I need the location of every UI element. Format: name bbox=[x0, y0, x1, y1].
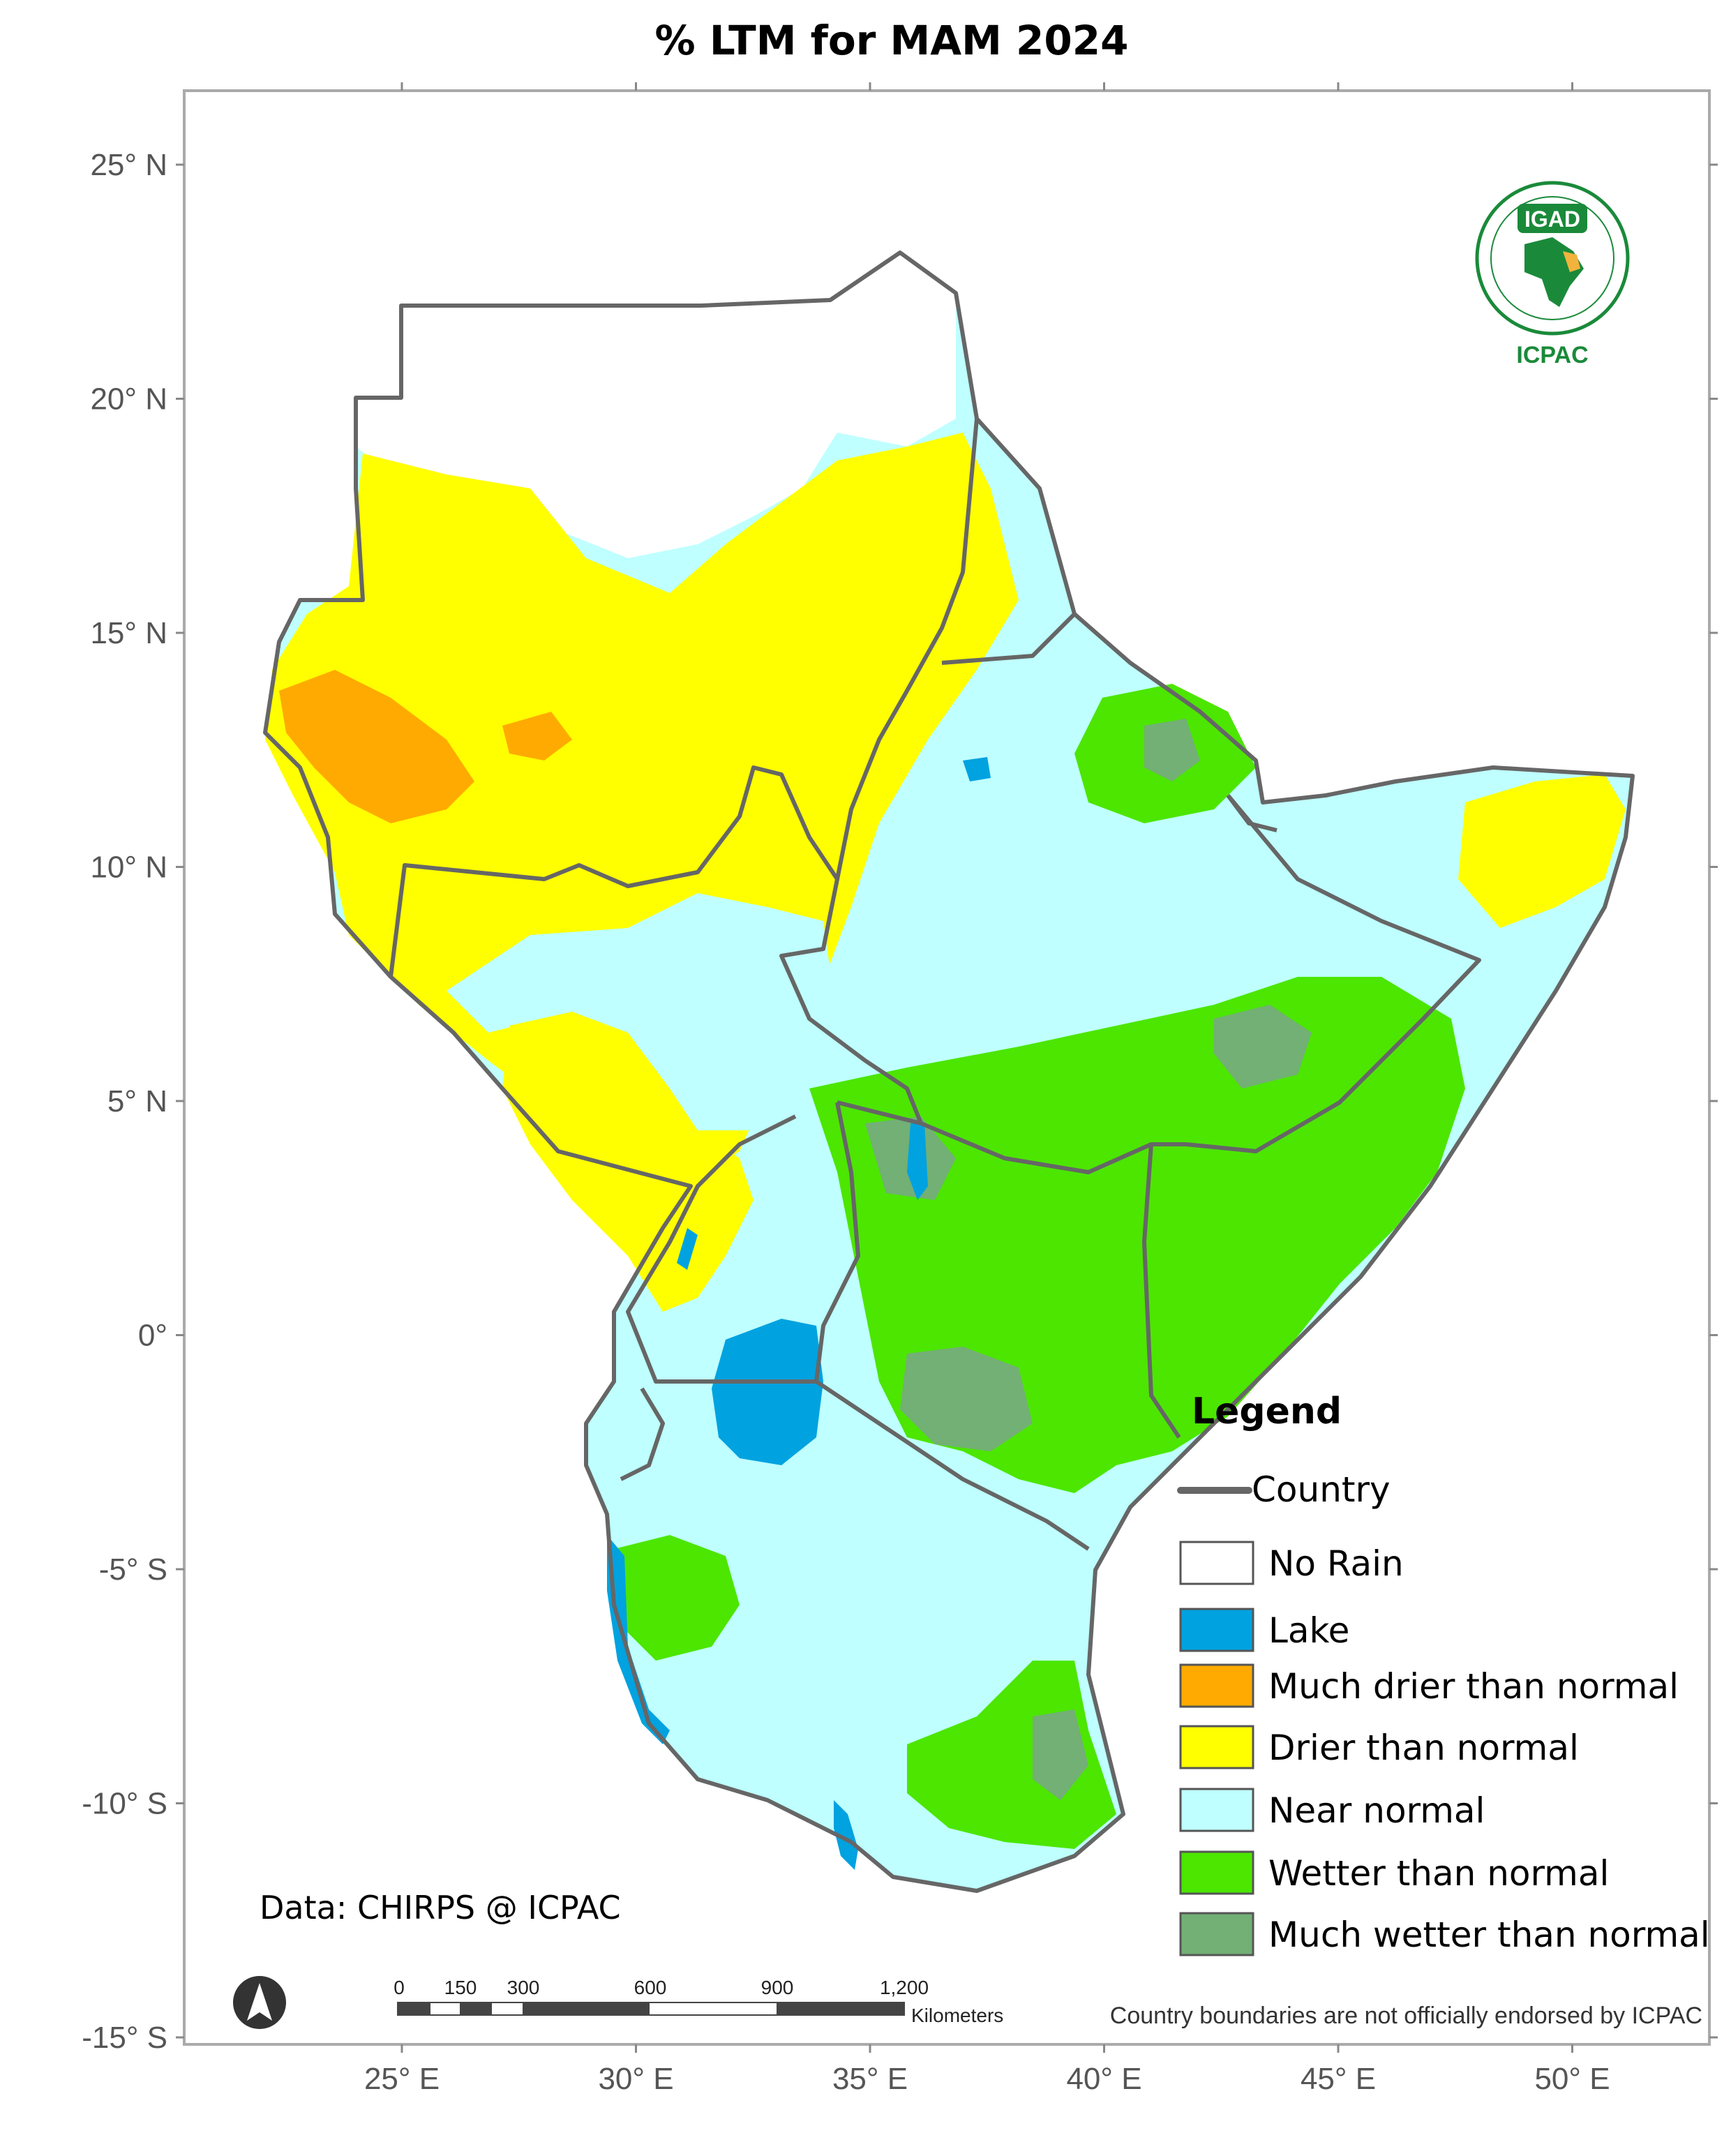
x-tick-label: 50° E bbox=[1534, 2062, 1610, 2096]
lake-malawi bbox=[834, 1800, 858, 1870]
y-tick-label: -15° S bbox=[82, 2021, 167, 2055]
legend-swatch bbox=[1179, 1725, 1254, 1769]
boundary-outer bbox=[263, 250, 1635, 1893]
region-near-normal-ssd bbox=[447, 893, 837, 1130]
legend-class-label: Much drier than normal bbox=[1268, 1666, 1679, 1707]
lake-victoria bbox=[712, 1319, 823, 1465]
scale-bar-segments bbox=[397, 2002, 905, 2016]
scale-tick-label: 600 bbox=[634, 1977, 667, 1998]
y-tick-label: -5° S bbox=[99, 1552, 167, 1587]
boundary-djibouti bbox=[1226, 794, 1277, 832]
boundary-kenya-north bbox=[837, 1100, 1186, 1174]
x-axis-ticks: 25° E 30° E 35° E 40° E 45° E 50° E bbox=[364, 82, 1610, 2096]
logo-igad-text: IGAD bbox=[1524, 207, 1580, 232]
y-tick-label: 20° N bbox=[90, 382, 167, 417]
region-wetter-tz-west bbox=[614, 1535, 740, 1661]
legend-class-label: No Rain bbox=[1268, 1543, 1404, 1584]
region-no-rain bbox=[356, 253, 956, 558]
legend: Legend Country No Rain Lake Much drier tha… bbox=[1177, 1391, 1710, 1956]
boundary-ethiopia-west bbox=[941, 612, 1077, 665]
logo-icpac-text: ICPAC bbox=[1516, 342, 1588, 368]
boundary-sudan-south bbox=[389, 418, 979, 978]
lake-tana bbox=[963, 757, 991, 781]
boundary-disclaimer: Country boundaries are not officially en… bbox=[1110, 2002, 1702, 2029]
legend-class-label: Lake bbox=[1268, 1610, 1349, 1651]
region-much-wetter-1 bbox=[900, 1347, 1033, 1451]
legend-swatch bbox=[1179, 1850, 1254, 1895]
boundary-tz-kenya bbox=[815, 1379, 1090, 1551]
scale-bar: 0 150 300 600 900 1,200 Kilometers bbox=[394, 1977, 1003, 2026]
region-much-wetter-3 bbox=[1214, 1005, 1312, 1088]
region-much-drier-2 bbox=[502, 712, 572, 761]
scale-segment bbox=[490, 2002, 524, 2016]
boundary-uganda bbox=[626, 1102, 860, 1384]
lake-tanganyika bbox=[607, 1535, 670, 1744]
region-drier-somalia bbox=[1458, 774, 1626, 928]
scale-segment bbox=[648, 2002, 778, 2016]
x-tick-label: 40° E bbox=[1066, 2062, 1141, 2096]
scale-unit: Kilometers bbox=[911, 2005, 1003, 2026]
scale-segment bbox=[777, 2002, 905, 2016]
legend-class-label: Drier than normal bbox=[1268, 1728, 1579, 1768]
scale-bar-labels: 0 150 300 600 900 1,200 bbox=[394, 1977, 929, 1998]
icpac-logo: IGAD ICPAC bbox=[1475, 181, 1630, 368]
legend-swatch bbox=[1179, 1788, 1254, 1832]
scale-tick-label: 900 bbox=[761, 1977, 794, 1998]
lake-turkana bbox=[907, 1123, 928, 1200]
y-tick-label: 25° N bbox=[90, 148, 167, 182]
lake-albert bbox=[677, 1228, 698, 1270]
logo-inner-ring bbox=[1490, 196, 1614, 320]
boundary-kenya-somalia bbox=[1142, 1144, 1181, 1439]
scale-segment bbox=[523, 2002, 650, 2016]
legend-class-label: Near normal bbox=[1268, 1790, 1485, 1831]
y-tick-label: -10° S bbox=[82, 1787, 167, 1821]
x-tick-label: 25° E bbox=[364, 2062, 440, 2096]
boundary-ethiopia-somalia bbox=[1185, 794, 1481, 1153]
legend-country-label: Country bbox=[1252, 1469, 1391, 1510]
scale-tick-label: 1,200 bbox=[880, 1977, 929, 1998]
region-much-wetter-4 bbox=[1144, 719, 1200, 781]
legend-class-label: Much wetter than normal bbox=[1268, 1915, 1710, 1955]
logo-banner bbox=[1518, 204, 1587, 233]
x-tick-label: 30° E bbox=[598, 2062, 673, 2096]
scale-tick-label: 0 bbox=[394, 1977, 405, 1998]
legend-swatch bbox=[1179, 1912, 1254, 1956]
map-title: % LTM for MAM 2024 bbox=[655, 17, 1129, 64]
region-much-drier bbox=[279, 670, 474, 823]
legend-class-label: Wetter than normal bbox=[1268, 1853, 1609, 1894]
y-tick-label: 0° bbox=[138, 1319, 167, 1353]
scale-segment bbox=[397, 2002, 430, 2016]
boundary-ethiopia-ssd bbox=[779, 878, 923, 1125]
country-boundaries bbox=[263, 250, 1635, 1893]
region-wetter-tz-south bbox=[907, 1661, 1116, 1849]
y-tick-label: 15° N bbox=[90, 616, 167, 650]
x-tick-label: 35° E bbox=[832, 2062, 908, 2096]
legend-swatch bbox=[1179, 1663, 1254, 1708]
legend-swatch bbox=[1179, 1608, 1254, 1652]
y-tick-label: 5° N bbox=[107, 1084, 167, 1118]
legend-classes: No Rain Lake Much drier than normal Drier t… bbox=[1179, 1541, 1710, 1956]
y-axis-ticks: 25° N 20° N 15° N 10° N 5° N 0° -5° S -10° S -15… bbox=[82, 148, 1718, 2055]
data-credit: Data: CHIRPS @ ICPAC bbox=[260, 1889, 621, 1926]
boundary-rwanda-burundi bbox=[620, 1387, 665, 1481]
north-arrow-pointer bbox=[247, 1983, 272, 2021]
scale-tick-label: 150 bbox=[444, 1977, 477, 1998]
map-body bbox=[263, 250, 1635, 1893]
scale-segment bbox=[460, 2002, 492, 2016]
scale-segment bbox=[429, 2002, 461, 2016]
north-arrow-icon bbox=[233, 1976, 286, 2029]
legend-title: Legend bbox=[1192, 1391, 1342, 1432]
x-tick-label: 45° E bbox=[1301, 2062, 1376, 2096]
scale-tick-label: 300 bbox=[507, 1977, 540, 1998]
region-much-wetter-5 bbox=[1033, 1709, 1088, 1800]
igad-region-icon bbox=[1563, 251, 1580, 272]
y-tick-label: 10° N bbox=[90, 851, 167, 885]
legend-swatch bbox=[1179, 1541, 1254, 1585]
